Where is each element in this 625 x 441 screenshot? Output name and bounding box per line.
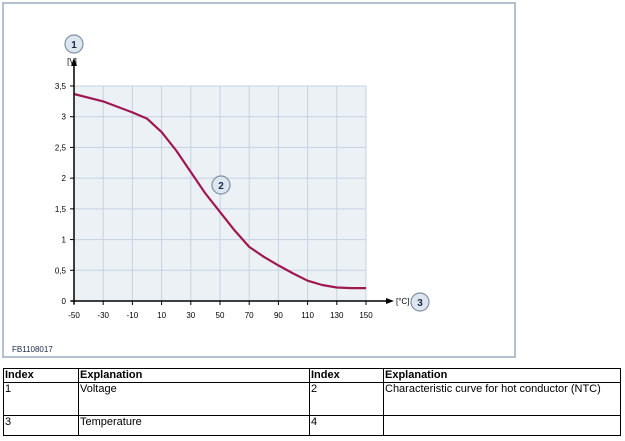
table-cell <box>383 415 621 436</box>
x-tick-label: 110 <box>301 311 314 320</box>
callout-1: 1 <box>71 40 77 51</box>
table-row: 1 Voltage 2 Characteristic curve for hot… <box>3 382 621 416</box>
header-cell: Explanation <box>78 368 310 383</box>
x-tick-label: 30 <box>186 311 195 320</box>
x-tick-label: -30 <box>97 311 109 320</box>
x-tick-label: -10 <box>127 311 139 320</box>
header-cell: Index <box>309 368 384 383</box>
table-cell: 1 <box>3 382 79 416</box>
table-header-row: Index Explanation Index Explanation <box>3 368 621 383</box>
x-tick-label: 130 <box>330 311 344 320</box>
x-tick-label: -50 <box>68 311 80 320</box>
ntc-chart: -50 -30 -10 10 30 50 70 90 110 130 150 0 0,5 1 1,5 2 2,5… <box>55 34 430 320</box>
y-tick-label: 2 <box>62 174 67 183</box>
legend-table: Index Explanation Index Explanation 1 Vo… <box>3 368 621 436</box>
table-cell: 2 <box>309 382 384 416</box>
y-tick-label: 3 <box>62 113 67 122</box>
y-tick-label: 1 <box>62 236 67 245</box>
callout-2-circle <box>211 175 231 195</box>
callout-1-circle <box>64 34 84 54</box>
y-axis-label: [V] <box>67 57 77 66</box>
x-tick-label: 70 <box>245 311 254 320</box>
x-axis-arrow <box>386 298 394 304</box>
x-tick-label: 10 <box>157 311 166 320</box>
y-tick-label: 2,5 <box>55 143 67 152</box>
callout-3: 3 <box>417 298 423 309</box>
y-tick-label: 0 <box>62 297 67 306</box>
y-tick-label: 3,5 <box>55 82 67 91</box>
figure-code: FB1108017 <box>12 345 53 354</box>
callout-2: 2 <box>218 181 224 192</box>
table-row: 3 Temperature 4 <box>3 415 621 436</box>
table-cell: Characteristic curve for hot conductor (… <box>383 382 621 416</box>
y-tick-label: 0,5 <box>55 266 67 275</box>
header-cell: Explanation <box>383 368 621 383</box>
x-tick-label: 50 <box>216 311 225 320</box>
x-tick-label: 150 <box>359 311 373 320</box>
y-tick-label: 1,5 <box>55 205 67 214</box>
table-cell: 3 <box>3 415 79 436</box>
table-cell: Voltage <box>78 382 310 416</box>
figure-frame: -50 -30 -10 10 30 50 70 90 110 130 150 0 0,5 1 1,5 2 2,5… <box>2 2 516 358</box>
x-tick-label: 90 <box>274 311 283 320</box>
table-cell: 4 <box>309 415 384 436</box>
header-cell: Index <box>3 368 79 383</box>
x-axis-label: [°C] <box>396 297 409 306</box>
callout-3-circle <box>410 292 430 312</box>
y-axis-arrow <box>71 58 77 66</box>
table-cell: Temperature <box>78 415 310 436</box>
ntc-curve <box>73 92 366 290</box>
